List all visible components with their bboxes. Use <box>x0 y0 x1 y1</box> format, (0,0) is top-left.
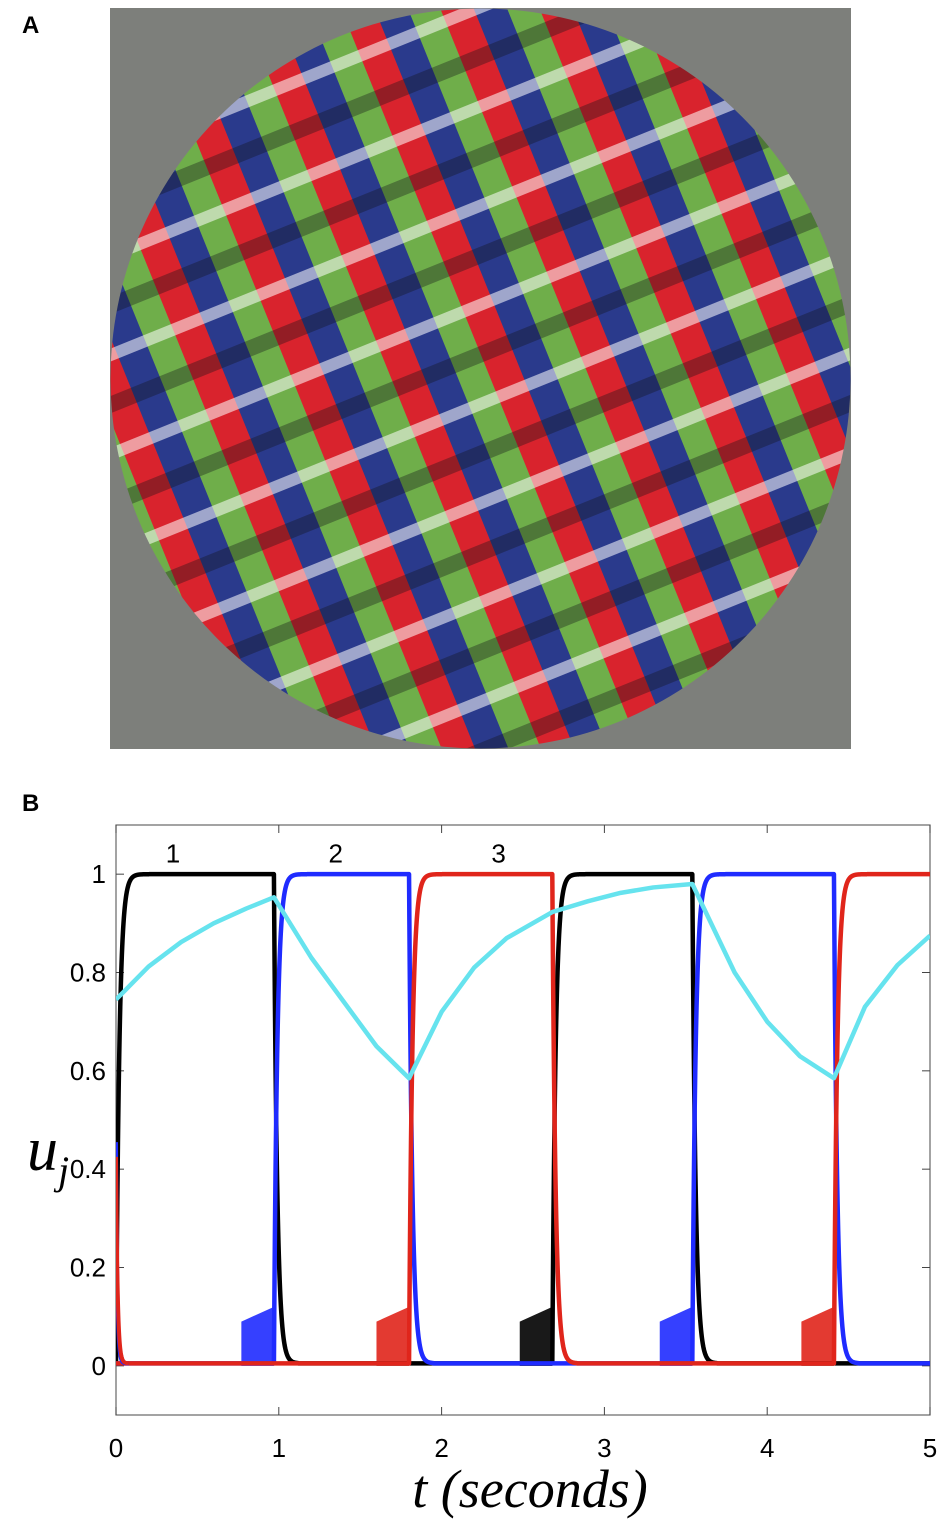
x-tick-label: 2 <box>434 1433 448 1463</box>
x-tick-label: 1 <box>272 1433 286 1463</box>
y-tick-label: 0.4 <box>70 1154 106 1184</box>
y-tick-label: 0.8 <box>70 958 106 988</box>
x-axis-label: t (seconds) <box>412 1459 647 1519</box>
x-tick-label: 3 <box>597 1433 611 1463</box>
initial-transient-3 <box>116 1156 129 1366</box>
panel-label-a: A <box>22 12 40 39</box>
y-axis-label: uj <box>27 1116 69 1193</box>
y-tick-label: 0 <box>92 1351 106 1381</box>
series-annotation-3: 3 <box>491 839 505 869</box>
panel-label-b: B <box>22 790 40 817</box>
plaid-stimulus-image <box>110 8 851 749</box>
series-annotation-1: 1 <box>166 839 180 869</box>
y-tick-label: 0.2 <box>70 1253 106 1283</box>
series-annotation-2: 2 <box>329 839 343 869</box>
series-line-slow-variable <box>116 881 930 1081</box>
series-line-3 <box>116 871 930 1366</box>
transient-burst <box>376 1306 410 1366</box>
y-axis-label-subscript: j <box>53 1148 69 1193</box>
x-tick-label: 0 <box>109 1433 123 1463</box>
y-tick-label: 1 <box>92 859 106 889</box>
transient-burst <box>519 1306 553 1366</box>
transient-burst <box>801 1306 834 1366</box>
activity-time-series-chart: 0 0.2 0.4 0.6 0.8 1 0 1 2 3 4 5 1 2 3 uj t (seconds) <box>27 824 937 1519</box>
y-axis-label-main: u <box>27 1116 58 1184</box>
transient-burst <box>241 1306 274 1366</box>
y-tick-label: 0.6 <box>70 1056 106 1086</box>
x-axis-ticks: 0 1 2 3 4 5 <box>109 825 937 1463</box>
x-tick-label: 5 <box>923 1433 937 1463</box>
series-layer <box>116 871 930 1366</box>
stimulus-disc <box>110 8 851 749</box>
transient-burst <box>659 1306 693 1366</box>
annotation-layer: 1 2 3 <box>166 839 506 869</box>
plot-frame <box>115 824 931 1416</box>
x-tick-label: 4 <box>760 1433 774 1463</box>
